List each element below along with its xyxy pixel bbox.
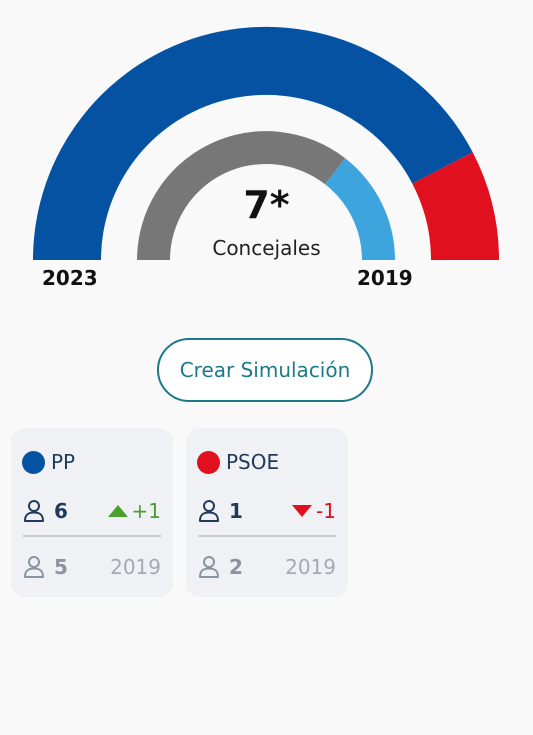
seat-change-value: +1 (131, 499, 161, 523)
total-seats: 7* (243, 183, 290, 227)
seats-label: Concejales (212, 236, 321, 260)
seat-change: -1 (292, 499, 336, 523)
inner-ring-year-label: 2019 (357, 266, 413, 290)
create-simulation-button[interactable]: Crear Simulación (157, 338, 373, 402)
person-icon (24, 500, 44, 522)
party-header: PP (22, 450, 75, 474)
triangle-up-icon (107, 505, 128, 517)
seats-previous-row: 2 2019 (198, 553, 336, 581)
person-icon (199, 500, 219, 522)
seats-current-row: 1 -1 (198, 497, 336, 525)
seat-change: +1 (107, 499, 161, 523)
triangle-down-icon (292, 505, 313, 517)
previous-year: 2019 (285, 555, 336, 579)
seats-count-previous: 2 (229, 555, 243, 579)
seats-count: 6 (54, 499, 68, 523)
seats-count: 1 (229, 499, 243, 523)
ring-2023-pp-segment (32, 26, 473, 261)
party-card-psoe[interactable]: PSOE 1 -1 2 2019 (186, 428, 348, 597)
person-icon (24, 556, 44, 578)
seat-hemicycle-chart (32, 26, 500, 261)
outer-ring-year-label: 2023 (42, 266, 98, 290)
party-header: PSOE (197, 450, 279, 474)
seat-change-value: -1 (316, 499, 336, 523)
divider (23, 535, 161, 537)
party-color-dot (197, 450, 220, 474)
previous-year: 2019 (110, 555, 161, 579)
party-color-dot (22, 450, 45, 474)
seats-previous-row: 5 2019 (23, 553, 161, 581)
party-name: PSOE (226, 450, 280, 474)
party-card-pp[interactable]: PP 6 +1 5 2019 (11, 428, 173, 597)
seats-current-row: 6 +1 (23, 497, 161, 525)
party-name: PP (51, 450, 76, 474)
ring-2019-pp-segment (325, 158, 395, 260)
divider (198, 535, 336, 537)
ring-2023-psoe-segment (412, 152, 500, 260)
person-icon (199, 556, 219, 578)
seats-count-previous: 5 (54, 555, 68, 579)
ring-2019-other-segment (137, 131, 346, 260)
